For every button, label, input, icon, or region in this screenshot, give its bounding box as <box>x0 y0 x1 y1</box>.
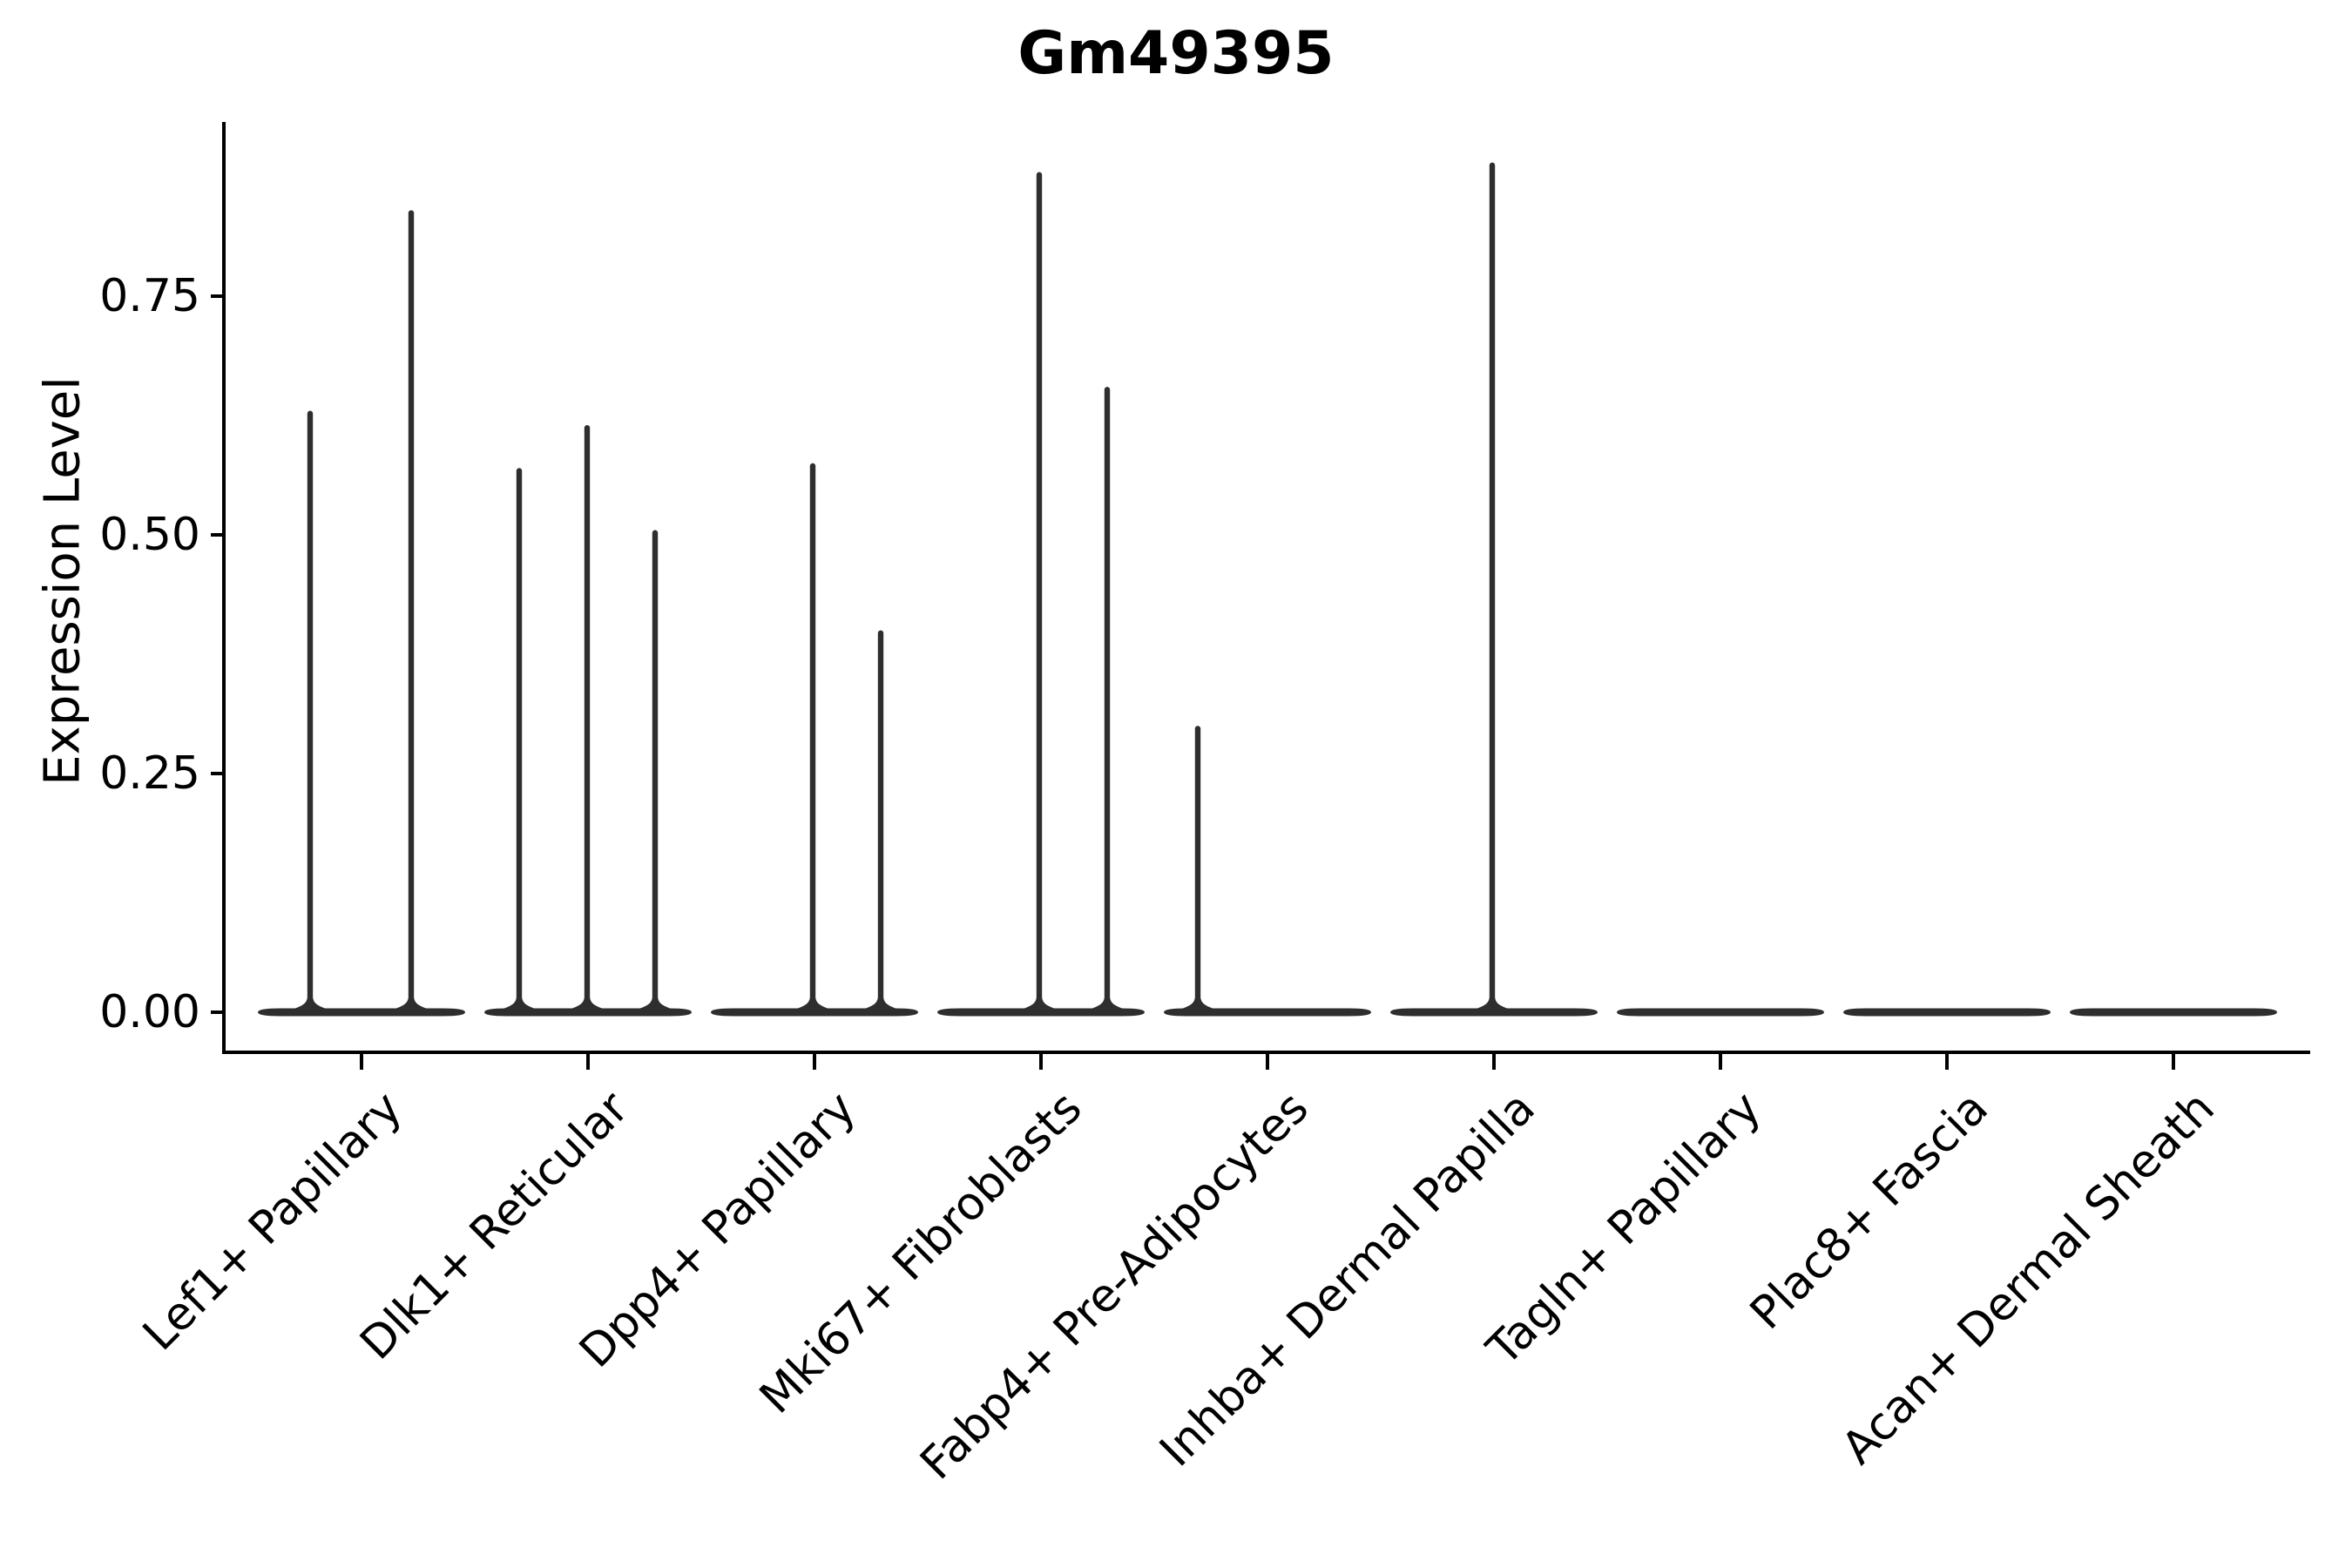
violin-spike <box>1464 162 1520 1012</box>
violin-spike <box>1011 172 1067 1012</box>
x-tick-mark <box>813 1054 816 1070</box>
x-tick-mark <box>586 1054 590 1070</box>
y-tick-label: 0.50 <box>99 509 200 561</box>
violin-spike <box>627 530 683 1012</box>
violin-spike <box>785 463 841 1012</box>
x-axis-spine <box>222 1051 2310 1054</box>
y-tick-mark <box>211 533 222 537</box>
y-axis-spine <box>222 122 226 1054</box>
violin-spike <box>559 424 615 1013</box>
violin-spike <box>1170 726 1226 1012</box>
violin-spike <box>853 630 909 1012</box>
violin-spike <box>383 210 439 1012</box>
x-tick-mark <box>360 1054 363 1070</box>
y-tick-mark <box>211 772 222 775</box>
chart-title: Gm49395 <box>1017 19 1335 88</box>
x-tick-mark <box>2172 1054 2175 1070</box>
violin-zero-baseline <box>1843 1008 2051 1017</box>
x-tick-mark <box>1039 1054 1043 1070</box>
y-axis-label: Expression Level <box>34 376 91 786</box>
violin-spike <box>1079 387 1135 1013</box>
violin-spike <box>491 468 547 1012</box>
x-tick-mark <box>1266 1054 1269 1070</box>
violin-zero-baseline <box>2070 1008 2277 1017</box>
x-tick-mark <box>1945 1054 1949 1070</box>
x-tick-mark <box>1719 1054 1722 1070</box>
violin-spike <box>282 410 338 1012</box>
x-tick-mark <box>1492 1054 1496 1070</box>
y-tick-mark <box>211 1010 222 1014</box>
y-tick-label: 0.25 <box>99 747 200 800</box>
y-tick-mark <box>211 294 222 298</box>
y-tick-label: 0.75 <box>99 270 200 322</box>
violin-zero-baseline <box>1617 1008 1824 1017</box>
y-tick-label: 0.00 <box>99 986 200 1038</box>
